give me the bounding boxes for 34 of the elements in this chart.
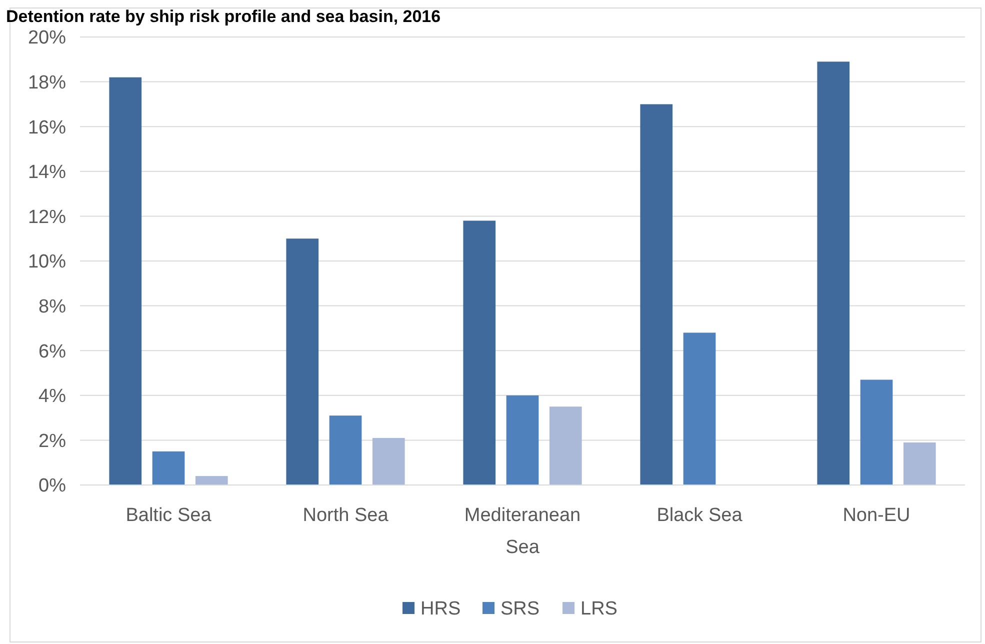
legend-label: HRS (420, 598, 461, 620)
x-tick-label: Mediteranean Sea (464, 505, 581, 558)
bar (860, 380, 893, 485)
chart-title: Detention rate by ship risk profile and sea basin, 2016 (6, 7, 441, 26)
y-tick-label: 18% (28, 72, 66, 94)
y-tick-label: 6% (38, 341, 66, 362)
bar (329, 416, 362, 485)
bar (549, 406, 582, 485)
legend-label: SRS (500, 598, 540, 620)
x-tick-label: Baltic Sea (126, 505, 212, 526)
legend-label: LRS (580, 598, 618, 620)
y-tick-label: 14% (28, 162, 66, 184)
y-tick-label: 20% (28, 28, 66, 49)
bar (109, 77, 142, 485)
bar (286, 238, 319, 485)
y-tick-label: 8% (38, 296, 66, 318)
y-tick-label: 0% (38, 476, 66, 497)
bar (463, 220, 496, 485)
bar (372, 438, 405, 485)
y-tick-label: 10% (28, 252, 66, 273)
bar (903, 442, 936, 485)
x-tick-label: Black Sea (656, 505, 743, 526)
y-tick-label: 4% (38, 386, 66, 408)
y-tick-label: 16% (28, 117, 66, 138)
y-tick-label: 12% (28, 206, 66, 228)
x-tick-label: North Sea (302, 505, 389, 526)
y-tick-label: 2% (38, 430, 66, 452)
bar (152, 451, 185, 485)
bar (640, 104, 673, 485)
bar (506, 395, 539, 485)
bar (195, 476, 228, 485)
bar (817, 62, 850, 485)
x-tick-label: Non-EU (842, 505, 910, 526)
bar (683, 332, 716, 485)
